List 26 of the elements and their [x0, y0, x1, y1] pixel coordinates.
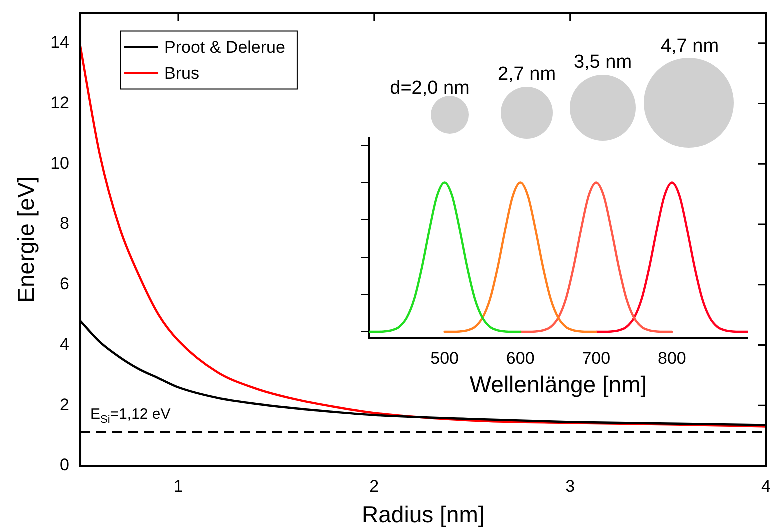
y-tick-label: 2 — [60, 395, 70, 414]
annotation: 3,5 nm — [574, 52, 632, 74]
x-tick-label: 4 — [762, 476, 772, 496]
x-tick-label: 500 — [430, 348, 459, 368]
x-axis-title: Radius [nm] — [362, 502, 485, 528]
x-tick-label: 800 — [658, 348, 686, 368]
y-tick-label: 10 — [50, 154, 70, 173]
annotation: 4,7 nm — [660, 36, 720, 58]
legend-label: Brus — [164, 64, 200, 83]
x-tick-label: 600 — [506, 348, 535, 368]
x-tick-label: 700 — [582, 348, 611, 368]
y-axis-title: Energie [eV] — [13, 176, 40, 303]
y-tick-label: 6 — [60, 274, 70, 294]
y-tick-label: 4 — [60, 334, 70, 354]
y-tick-label: 14 — [50, 33, 70, 52]
x-tick-label: 2 — [370, 476, 380, 496]
legend-label: Proot & Delerue — [164, 38, 286, 57]
x-tick-label: 1 — [174, 476, 184, 496]
x-axis-title: Wellenlänge [nm] — [470, 372, 648, 398]
ref-line-label: E$_{Si}$=1,12 eV — [90, 406, 171, 426]
y-tick-label: 8 — [60, 214, 70, 234]
x-tick-label: 3 — [566, 476, 576, 496]
annotation: 2,7 nm — [498, 64, 556, 86]
annotation: d=2,0 nm — [390, 78, 470, 100]
y-tick-label: 12 — [50, 93, 70, 112]
y-tick-label: 0 — [60, 456, 70, 475]
